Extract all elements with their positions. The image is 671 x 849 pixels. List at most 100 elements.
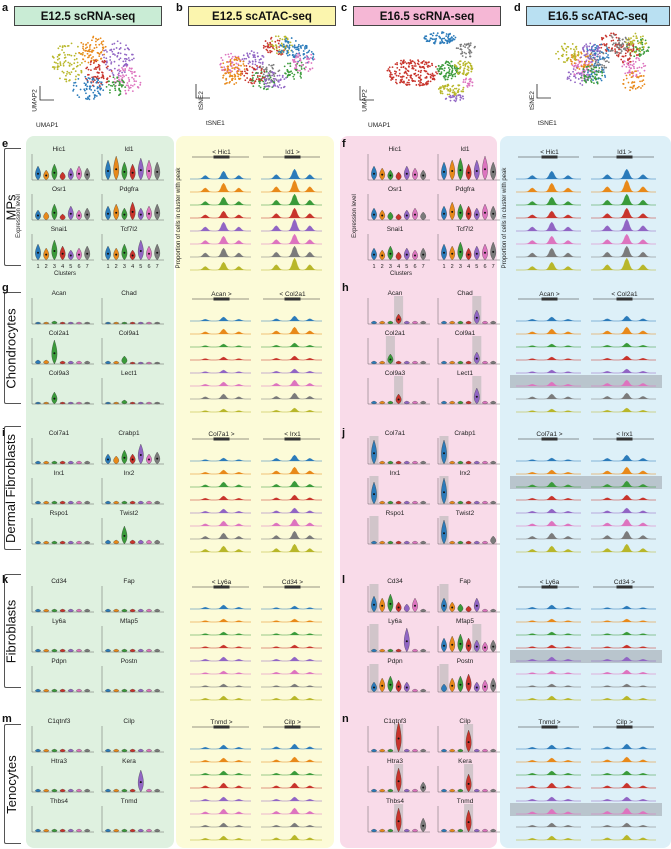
violin-median [381,684,384,687]
violin [105,360,111,365]
embedding-point [644,42,647,45]
embedding-point [267,46,269,49]
embedding-point [595,70,598,73]
atac-track [591,342,656,348]
gene-label: Mfap5 [456,618,474,625]
embedding-point [109,56,112,58]
embedding-point [79,63,82,66]
embedding-point [85,87,88,90]
embedding-point [291,44,293,47]
violin-median [69,254,72,257]
embedding-point [258,82,261,84]
violin [441,748,447,753]
embedding-point [269,42,272,45]
atac-panel-d-df: Col7a1 > < Irx1 [510,431,662,553]
gene-label: Cilp [123,718,135,725]
embedding-point [624,86,627,89]
atac-track [190,618,251,623]
panel-label-k: k [2,574,9,586]
embedding-point [268,63,270,66]
atac-track [190,221,251,232]
embedding-point [251,66,254,69]
violin [113,828,120,833]
violin [67,360,74,365]
violin-median [45,174,48,177]
gene-label: Fap [459,578,471,585]
embedding-point [285,37,287,40]
embedding-point [279,78,282,81]
atac-track [261,218,322,232]
violin [105,539,111,545]
embedding-point [591,60,593,63]
embedding-point [121,79,124,82]
embedding-point [448,95,451,98]
violin-median [381,604,384,607]
embedding-point [302,57,305,60]
embedding-point [119,57,122,60]
violin-median [475,252,478,255]
embedding-point [572,68,575,70]
violin-median [467,253,470,256]
embedding-point [390,73,393,76]
violin [59,828,66,833]
atac-track [261,618,322,623]
embedding-point [469,42,472,45]
embedding-point [118,48,121,50]
embedding-point [253,82,256,84]
embedding-point [231,67,234,70]
embedding-point [587,55,589,57]
violin [76,360,82,365]
gene-exon [616,155,633,159]
violin [387,540,394,545]
embedding-point [293,46,296,49]
embedding-point [632,85,635,87]
embedding-point [121,76,124,79]
violin [490,788,497,793]
violin [84,788,91,793]
embedding-point [254,58,257,61]
violin-median [484,168,486,171]
embedding-point [62,62,65,65]
embedding-point [588,75,591,78]
atac-track [190,835,251,841]
embedding-point [80,71,83,74]
embedding-point [95,37,97,40]
embedding-point [590,72,593,75]
violin [105,500,111,505]
embedding-point [88,88,91,90]
embedding-point [228,69,231,72]
embedding-point [593,66,596,69]
violin-median [156,457,159,460]
embedding-point [126,47,129,50]
embedding-point [592,68,595,71]
embedding-point [243,68,246,71]
embedding-point [425,70,428,73]
embedding-point [293,44,296,47]
violin-median [131,254,134,257]
embedding-point [237,70,239,73]
embedding-point [221,59,224,62]
embedding-point [448,41,451,44]
atac-track [261,543,322,553]
violin [403,400,410,405]
embedding-point [591,75,594,77]
embedding-point [290,37,293,39]
embedding-point [271,40,274,43]
embedding-point [80,62,83,64]
violin-median [422,824,425,827]
embedding-point [90,50,92,53]
embedding-point [588,58,591,60]
embedding-point [562,61,565,63]
violin [395,251,402,261]
embedding-point [305,54,308,57]
violin [387,788,394,793]
embedding-point [439,89,442,92]
embedding-point [425,76,428,79]
embedding-point [131,53,134,56]
violin-median [37,251,39,254]
row-label-fibroblasts: Fibroblasts [0,574,22,688]
embedding-point [103,49,106,52]
embedding-point [273,80,276,82]
